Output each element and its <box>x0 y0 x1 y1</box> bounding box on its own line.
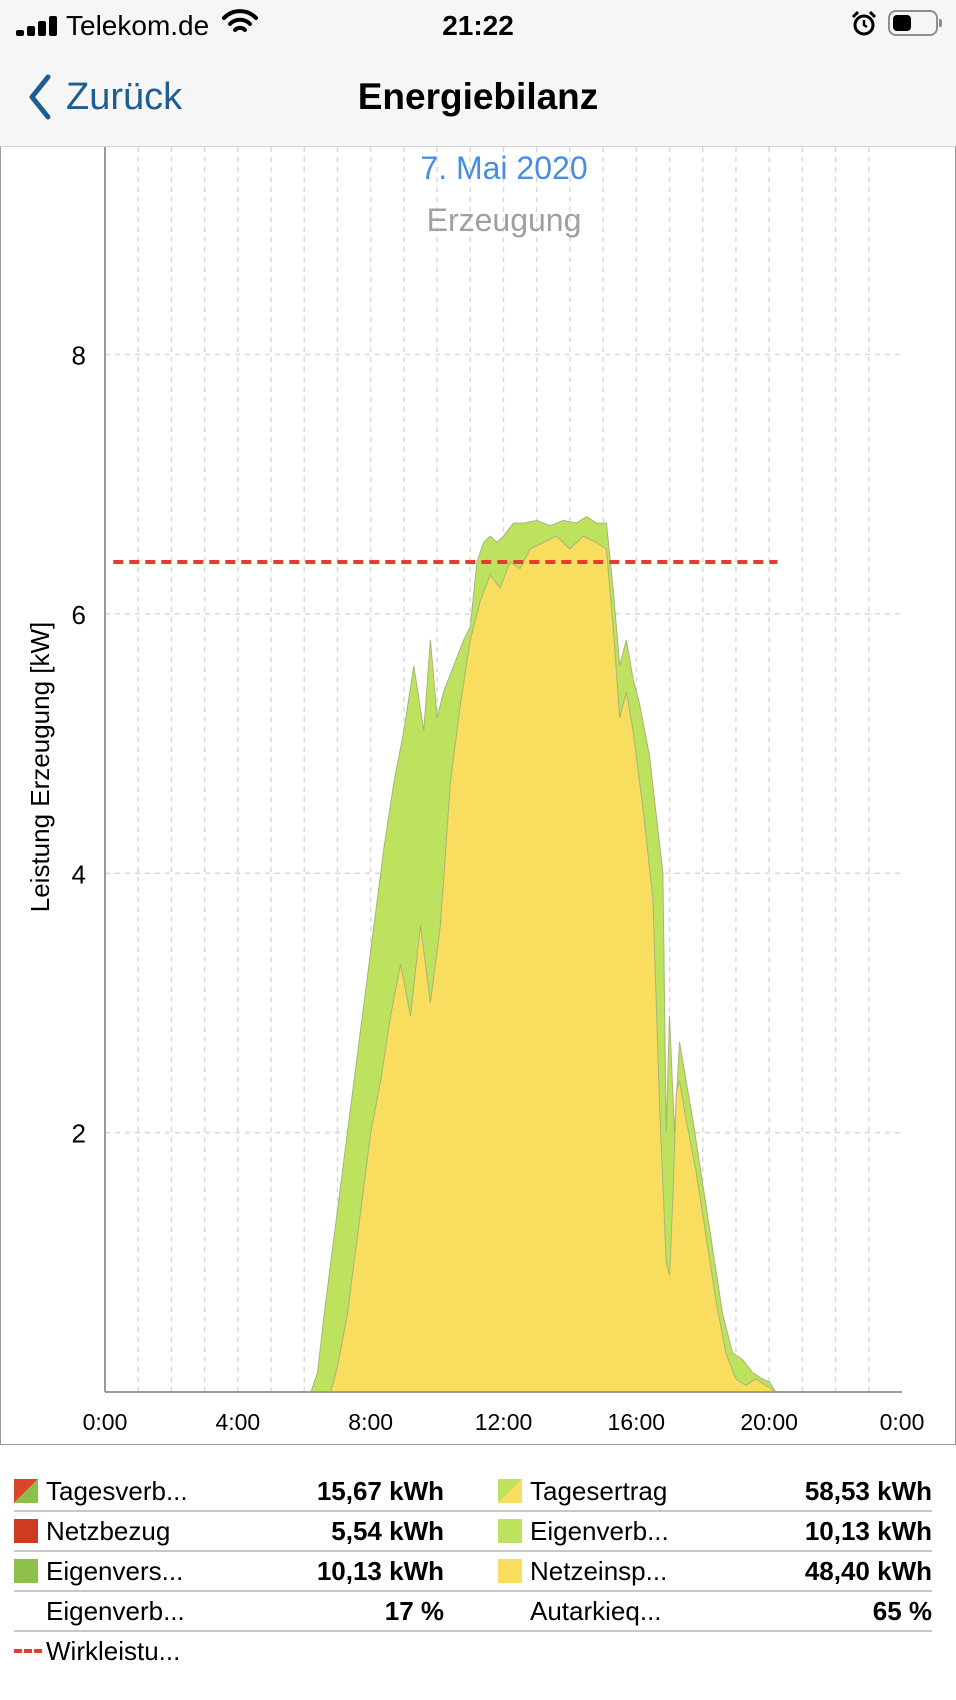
chart-title: 7. Mai 2020 <box>420 150 587 186</box>
legend-swatch <box>14 1479 38 1503</box>
legend-swatch <box>14 1519 38 1543</box>
legend-entry: Eigenverb... 10,13 kWh <box>498 1512 932 1550</box>
legend-entry: Netzbezug 5,54 kWh <box>14 1512 444 1550</box>
legend-label: Autarkieq... <box>530 1596 662 1626</box>
legend-entry: Eigenverb... 17 % <box>14 1592 444 1630</box>
legend-swatch <box>498 1479 522 1503</box>
legend-entry: Autarkieq... 65 % <box>498 1592 932 1630</box>
legend-value: 10,13 kWh <box>316 1556 444 1586</box>
legend-row: Wirkleistu... <box>14 1632 932 1670</box>
battery-icon <box>888 10 942 36</box>
navigation-bar: Zurück Energiebilanz <box>0 50 956 147</box>
x-tick-label: 4:00 <box>215 1409 260 1435</box>
legend-label: Netzbezug <box>46 1516 171 1546</box>
wifi-icon <box>222 9 258 32</box>
x-tick-label: 20:00 <box>740 1409 798 1435</box>
legend-swatch <box>498 1519 522 1543</box>
area-netzeinspeisung <box>330 535 777 1393</box>
page-title: Energiebilanz <box>357 76 599 117</box>
legend-swatch <box>14 1559 38 1583</box>
legend-entry: Netzeinsp... 48,40 kWh <box>498 1552 932 1590</box>
legend-dash-swatch <box>14 1649 42 1653</box>
legend-entry: Tagesertrag 58,53 kWh <box>498 1472 932 1510</box>
status-bar: Telekom.de 21:22 <box>0 0 956 50</box>
legend-label: Tagesertrag <box>530 1476 668 1506</box>
back-button-label: Zurück <box>66 75 183 118</box>
alarm-icon <box>851 10 877 36</box>
legend-row: Netzbezug 5,54 kWh Eigenverb... 10,13 kWh <box>14 1512 932 1552</box>
y-axis-label: Leistung Erzeugung [kW] <box>25 622 55 913</box>
legend-value: 10,13 kWh <box>804 1516 932 1546</box>
chevron-left-icon <box>29 74 51 120</box>
legend-entry: Eigenvers... 10,13 kWh <box>14 1552 444 1590</box>
legend-value: 65 % <box>872 1596 932 1626</box>
legend-value: 15,67 kWh <box>316 1476 444 1506</box>
legend-label: Netzeinsp... <box>530 1556 668 1586</box>
legend-label: Eigenverb... <box>530 1516 669 1546</box>
chart-subtitle: Erzeugung <box>427 202 582 238</box>
legend-value: 58,53 kWh <box>804 1476 932 1506</box>
chart-svg: 2 4 6 8 0:00 4:00 8:00 12:00 16:00 20:00 0:00 7. Ma… <box>25 147 925 1435</box>
legend-label: Tagesverb... <box>46 1476 188 1506</box>
carrier-name: Telekom.de <box>66 10 210 41</box>
legend-value: 5,54 kWh <box>331 1516 444 1546</box>
legend-value: 17 % <box>384 1596 444 1626</box>
legend-row: Eigenverb... 17 % Autarkieq... 65 % <box>14 1592 932 1632</box>
y-tick-label: 6 <box>72 600 86 630</box>
legend-label: Wirkleistu... <box>46 1636 181 1666</box>
y-tick-label: 4 <box>72 859 86 889</box>
x-tick-label: 0:00 <box>83 1409 128 1435</box>
x-tick-label: 0:00 <box>880 1409 925 1435</box>
y-tick-label: 2 <box>72 1119 86 1149</box>
back-button[interactable]: Zurück <box>26 72 182 122</box>
legend-label: Eigenverb... <box>46 1596 185 1626</box>
legend-entry: Tagesverb... 15,67 kWh <box>14 1472 444 1510</box>
legend-value: 48,40 kWh <box>804 1556 932 1586</box>
status-time: 21:22 <box>442 10 514 41</box>
x-tick-label: 12:00 <box>475 1409 533 1435</box>
x-tick-label: 8:00 <box>348 1409 393 1435</box>
legend-label: Eigenvers... <box>46 1556 184 1586</box>
y-tick-label: 8 <box>72 341 86 371</box>
x-tick-label: 16:00 <box>608 1409 666 1435</box>
legend-row: Eigenvers... 10,13 kWh Netzeinsp... 48,40 k… <box>14 1552 932 1592</box>
legend-swatch <box>498 1559 522 1583</box>
energy-chart: 2 4 6 8 0:00 4:00 8:00 12:00 16:00 20:00 0:00 7. Ma… <box>0 147 956 1445</box>
signal-icon <box>16 16 60 36</box>
legend-row: Tagesverb... 15,67 kWh Tagesertrag 58,53 kW… <box>14 1472 932 1512</box>
